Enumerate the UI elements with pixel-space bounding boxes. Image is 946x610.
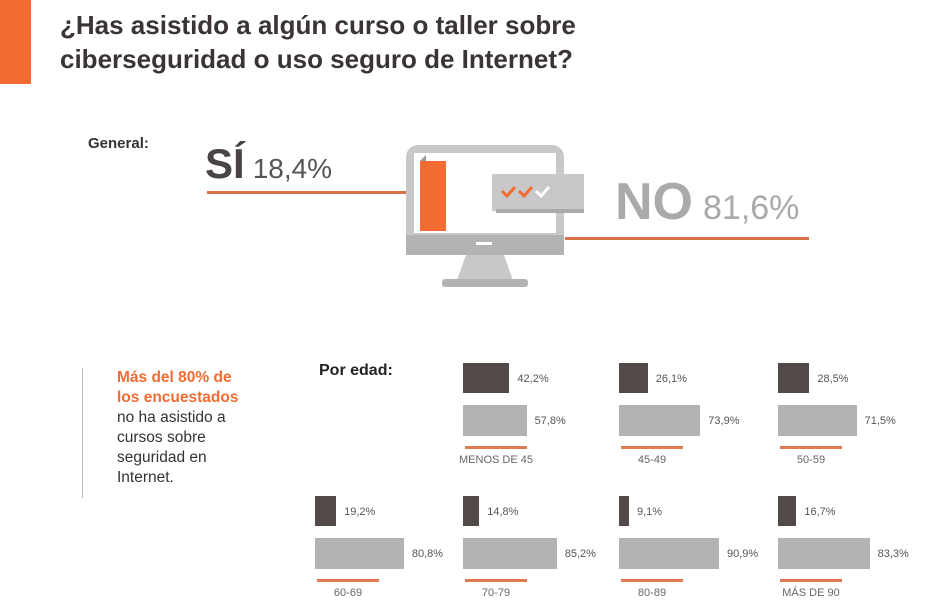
note-text: no ha asistido a cursos sobre seguridad …	[117, 409, 226, 486]
category-label: 50-59	[796, 454, 826, 466]
no-value: 81,6%	[703, 189, 800, 227]
general-label: General:	[88, 135, 149, 152]
category-underline	[780, 446, 842, 449]
category-underline	[621, 579, 683, 582]
si-underline	[207, 191, 407, 194]
bar-no	[778, 538, 870, 569]
bar-si	[463, 363, 510, 393]
no-label: NO	[615, 173, 693, 231]
category-label: 60-69	[333, 587, 363, 599]
label-no: 80,8%	[411, 548, 444, 560]
bar-si	[463, 496, 480, 526]
note-divider	[82, 368, 83, 498]
bar-si	[619, 363, 648, 393]
note-highlight: Más del 80% de los encuestados	[117, 369, 239, 406]
label-si: 26,1%	[655, 373, 687, 385]
category-underline	[621, 446, 683, 449]
category-underline	[317, 579, 379, 582]
bar-no	[463, 538, 557, 569]
category-label: 80-89	[637, 587, 667, 599]
category-label: MENOS DE 45	[459, 454, 533, 466]
page-title: ¿Has asistido a algún curso o taller sob…	[60, 10, 576, 74]
no-underline	[565, 237, 809, 240]
label-si: 9,1%	[637, 506, 663, 518]
category-label: MÁS DE 90	[782, 587, 840, 599]
accent-bar	[0, 0, 31, 84]
bar-si	[778, 496, 797, 526]
bar-si	[315, 496, 337, 526]
chart-title: Por edad:	[319, 362, 393, 379]
bar-si	[619, 496, 629, 526]
bar-no	[778, 405, 857, 436]
label-no: 90,9%	[726, 548, 759, 560]
label-si: 16,7%	[804, 506, 836, 518]
label-si: 28,5%	[817, 373, 849, 385]
si-label: SÍ	[205, 140, 245, 187]
label-si: 19,2%	[344, 506, 376, 518]
category-label: 70-79	[481, 587, 511, 599]
note: Más del 80% de los encuestados no ha asis…	[117, 368, 257, 488]
bar-no	[463, 405, 527, 436]
category-underline	[465, 446, 527, 449]
category-underline	[780, 579, 842, 582]
bar-no	[619, 538, 719, 569]
label-no: 83,3%	[877, 548, 909, 560]
label-si: 42,2%	[517, 373, 549, 385]
label-si: 14,8%	[487, 506, 519, 518]
general-no: NO 81,6%	[615, 172, 799, 232]
si-value: 18,4%	[252, 153, 333, 184]
bar-si	[778, 363, 810, 393]
general-si: SÍ 18,4%	[205, 140, 332, 188]
label-no: 85,2%	[564, 548, 596, 560]
label-no: 71,5%	[864, 415, 896, 427]
bar-no	[619, 405, 701, 436]
bar-no	[315, 538, 404, 569]
label-no: 73,9%	[708, 415, 740, 427]
label-no: 57,8%	[534, 415, 566, 427]
computer-icon	[406, 145, 584, 287]
category-underline	[465, 579, 527, 582]
category-label: 45-49	[637, 454, 667, 466]
